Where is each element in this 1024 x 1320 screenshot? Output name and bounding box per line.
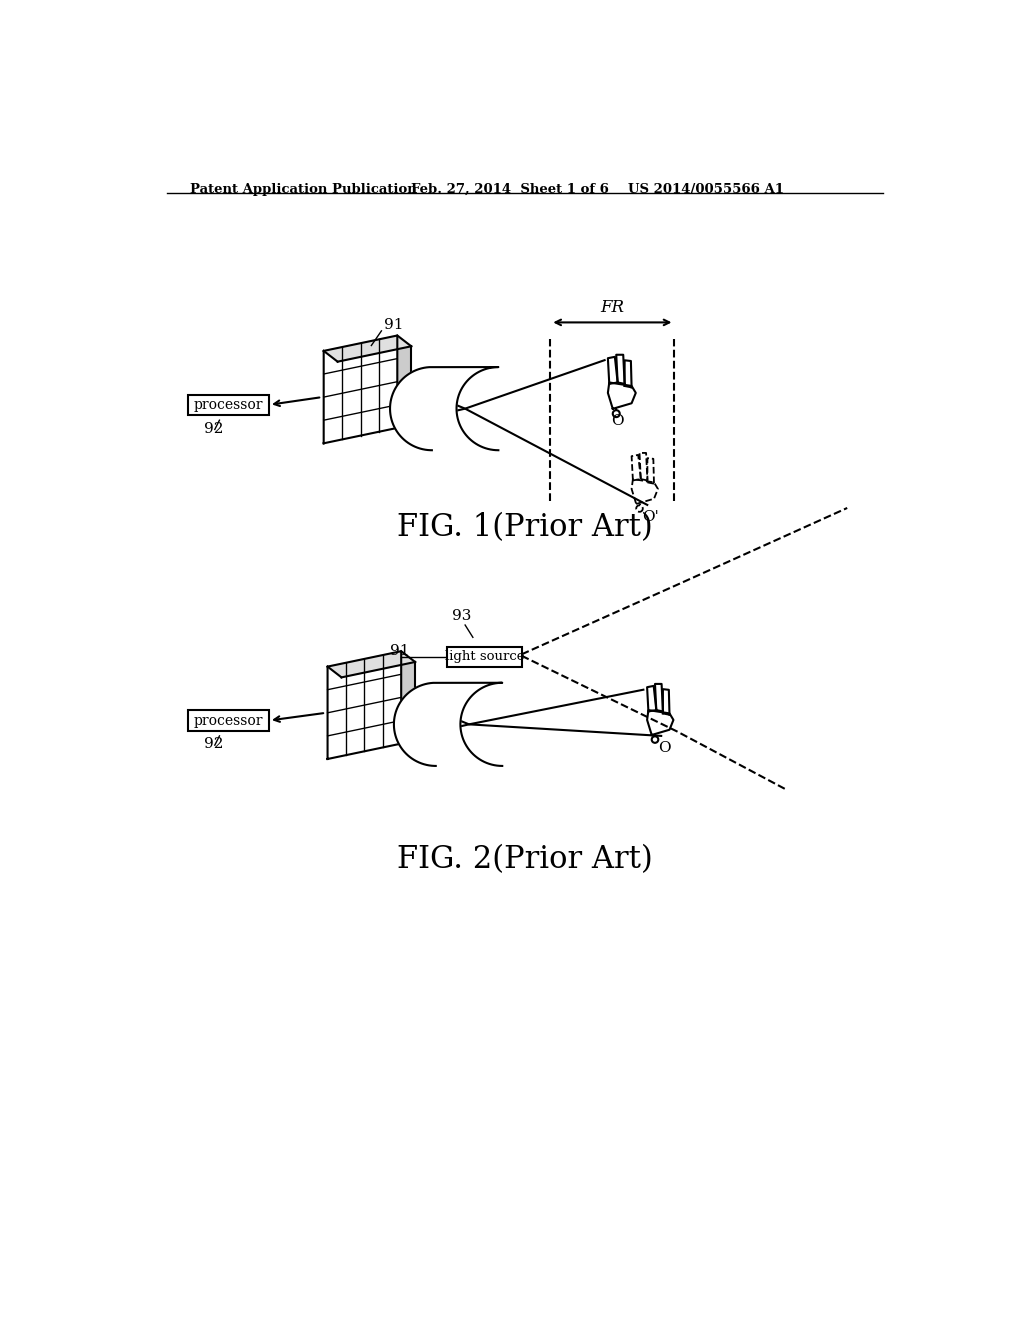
Text: FIG. 2(Prior Art): FIG. 2(Prior Art): [397, 843, 652, 875]
FancyBboxPatch shape: [447, 647, 521, 667]
Text: FIG. 1(Prior Art): FIG. 1(Prior Art): [397, 512, 652, 544]
Text: O': O': [642, 510, 658, 524]
Polygon shape: [328, 651, 415, 677]
Polygon shape: [397, 335, 412, 438]
Text: FR: FR: [600, 300, 625, 317]
Text: processor: processor: [194, 397, 263, 412]
Polygon shape: [401, 651, 415, 755]
Text: 91: 91: [384, 318, 403, 333]
FancyBboxPatch shape: [188, 395, 269, 414]
Polygon shape: [324, 335, 412, 362]
Text: 93: 93: [452, 610, 471, 623]
Polygon shape: [394, 682, 502, 766]
Text: light source: light source: [444, 649, 524, 663]
Text: processor: processor: [194, 714, 263, 727]
Polygon shape: [324, 335, 397, 444]
Polygon shape: [390, 367, 499, 450]
Text: 91: 91: [390, 644, 410, 659]
Polygon shape: [328, 651, 401, 759]
Text: Patent Application Publication: Patent Application Publication: [190, 183, 417, 197]
Text: 92: 92: [204, 421, 223, 436]
FancyBboxPatch shape: [188, 710, 269, 730]
Text: Feb. 27, 2014  Sheet 1 of 6: Feb. 27, 2014 Sheet 1 of 6: [411, 183, 608, 197]
Text: 92: 92: [204, 737, 223, 751]
Text: O: O: [611, 414, 624, 428]
Text: O: O: [658, 741, 671, 755]
Text: US 2014/0055566 A1: US 2014/0055566 A1: [628, 183, 784, 197]
